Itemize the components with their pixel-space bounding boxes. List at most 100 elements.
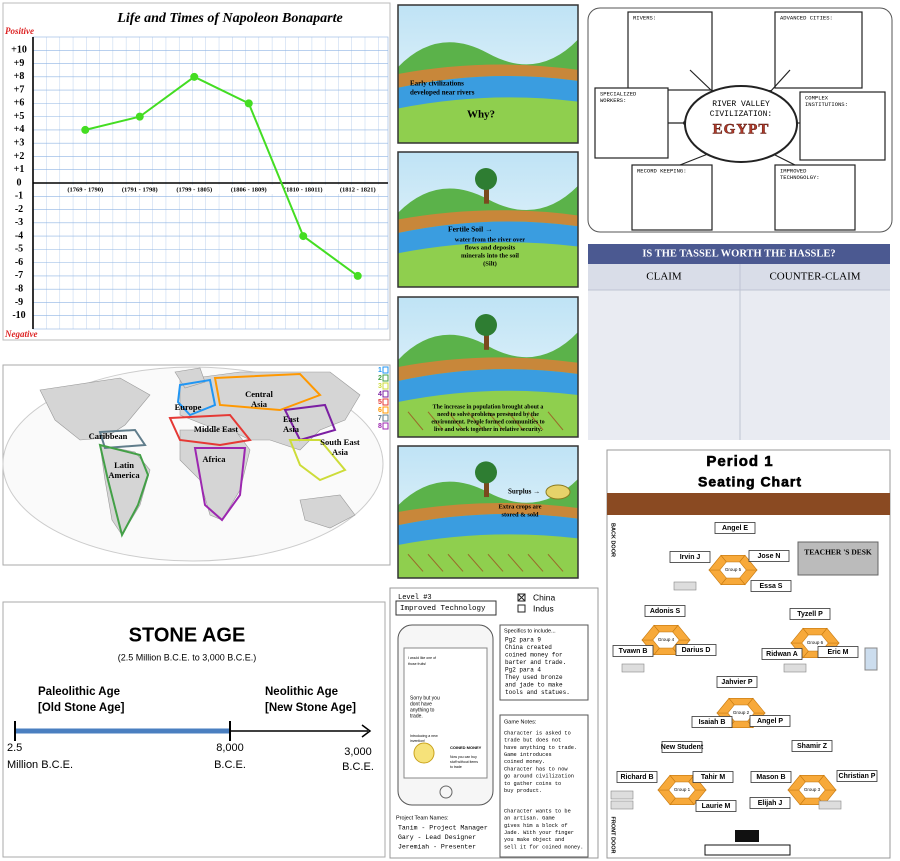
organizer-label: TECHNOGOLGY: — [780, 174, 820, 181]
name-box — [695, 800, 737, 812]
tree-top — [475, 461, 497, 484]
student-name: Jahvier P — [721, 679, 752, 686]
sheet-option: China — [533, 592, 555, 602]
notes-text: trade but does not — [504, 738, 561, 744]
group-label: Group 5 — [725, 567, 742, 572]
map-legend-label: 8 — [378, 423, 382, 430]
tree-trunk — [484, 475, 489, 498]
y-tick-label: -5 — [15, 244, 23, 255]
y-tick-label: -7 — [15, 270, 23, 281]
y-tick-label: -6 — [15, 257, 23, 268]
map-region-label: Middle East — [194, 424, 238, 434]
team-member: Jeremiah - Presenter — [398, 844, 476, 851]
team-member: Gary - Lead Designer — [398, 834, 476, 841]
map-region — [288, 439, 347, 482]
timeline-label: Million B.C.E. — [7, 759, 73, 771]
student-name: Isaiah B — [699, 719, 726, 726]
map-region — [168, 413, 252, 447]
map-region-label: South East — [320, 437, 360, 447]
x-tick-label: (1806 - 1809) — [231, 186, 267, 193]
x-tick-label: (1812 - 1821) — [340, 186, 376, 193]
name-box — [791, 740, 833, 752]
student-name: Darius D — [682, 647, 711, 654]
checkbox-x — [517, 593, 526, 602]
specifics-text: barter and trade. — [505, 659, 566, 666]
comic-text: minerals into the soil — [461, 252, 519, 259]
desk-block — [747, 697, 766, 714]
phone-text: I would like one of — [408, 656, 436, 660]
comic-panel — [397, 4, 579, 144]
data-line — [85, 75, 359, 277]
empty-seat — [818, 800, 842, 810]
comic-question: Why? — [467, 109, 495, 121]
phone-text: invention! — [410, 739, 425, 743]
name-box — [817, 646, 859, 658]
stone-era: [New Stone Age] — [265, 702, 356, 714]
x-tick-label: (1810 - 18011) — [284, 186, 323, 193]
team-member: Tanim - Project Manager — [398, 825, 488, 832]
student-name: Christian P — [839, 773, 876, 780]
comic-river — [398, 369, 578, 402]
phone-text: trade. — [410, 713, 423, 719]
stone-title: STONE AGE — [129, 624, 246, 646]
teacher-desk-label: TEACHER 'S DESK — [804, 548, 872, 557]
stone-era: Paleolithic Age — [38, 686, 120, 698]
specifics-text: coined money for — [505, 652, 563, 659]
comic-text: flows and deposits — [465, 244, 516, 251]
map-region-label: Asia — [283, 424, 300, 434]
name-box — [749, 797, 791, 809]
seating-subtitle: Seating Chart — [698, 474, 802, 490]
stone-era: Neolithic Age — [265, 686, 338, 698]
timeline-label: 8,000 — [216, 742, 244, 754]
phone-text: COINED MONEY — [450, 745, 482, 750]
data-point — [299, 232, 308, 241]
positive-label: Positive — [5, 26, 34, 36]
phone-text: Introducing a new — [410, 734, 438, 738]
y-tick-label: +2 — [14, 151, 25, 162]
map-legend-label: 2 — [378, 375, 382, 382]
map-legend-swatch — [382, 374, 389, 382]
sheet-option: Indus — [533, 603, 554, 613]
map-legend-swatch — [382, 406, 389, 414]
comic-panel — [397, 445, 579, 579]
organizer-box — [594, 87, 669, 159]
fence — [487, 411, 504, 431]
comic-text: (Silt) — [483, 260, 497, 267]
phone-text: those fruits! — [408, 662, 426, 666]
name-box — [616, 771, 658, 783]
podium — [735, 830, 759, 842]
map-region — [98, 443, 150, 538]
fence — [407, 411, 424, 431]
student-name: Tvawn B — [619, 648, 648, 655]
student-name: Eric M — [827, 649, 848, 656]
comic-text: live and work together in relative secur… — [434, 427, 542, 433]
checkbox — [517, 593, 526, 602]
comic-river — [398, 513, 578, 545]
seating-bar — [607, 493, 890, 515]
timeline-arrow — [361, 724, 372, 738]
map-region-label: East — [283, 414, 299, 424]
phone-text: stuff without items — [450, 760, 478, 764]
y-tick-label: -9 — [15, 297, 23, 308]
organizer-center-label: CIVILIZATION: — [710, 110, 772, 119]
stone-subtitle: (2.5 Million B.C.E. to 3,000 B.C.E.) — [118, 652, 257, 662]
sheet-topic-box — [395, 600, 497, 616]
comic-title: Surplus → — [508, 488, 540, 496]
organizer-label: SPECIALIZED — [600, 90, 637, 97]
name-box — [716, 676, 758, 688]
side-bar — [864, 647, 878, 671]
fence — [447, 411, 464, 431]
sheet-level: Level #3 — [398, 594, 432, 602]
name-box — [761, 648, 803, 660]
phone-text: to trade — [450, 765, 462, 769]
specifics-text: They used bronze — [505, 674, 563, 681]
fence — [547, 411, 564, 431]
x-tick-label: (1769 - 1790) — [67, 186, 103, 193]
y-tick-label: +4 — [14, 124, 25, 135]
empty-seat — [673, 581, 697, 591]
notes-text: coined money. — [504, 759, 545, 765]
y-tick-label: +8 — [14, 71, 25, 82]
name-box — [789, 608, 831, 620]
notes-text: sell it for coined money. — [504, 844, 583, 850]
